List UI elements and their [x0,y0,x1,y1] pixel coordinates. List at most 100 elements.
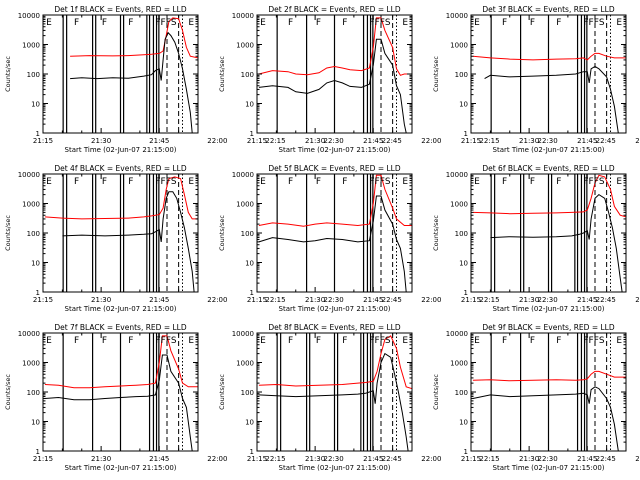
events-series-line [44,354,193,451]
state-label: E [188,336,194,346]
x-tick-label: 22:15 [265,296,285,304]
state-label: F [556,336,561,346]
state-label: FFF [155,177,171,187]
x-tick-label: 22:00 [421,296,441,304]
x-tick-label: 22:00 [207,455,227,463]
state-label: FFF [369,336,385,346]
y-tick-label: 1000 [22,42,40,50]
y-tick-label: 1000 [450,360,468,368]
y-tick-label: 100 [241,71,254,79]
x-axis-label: Start Time (02-Jun-07 21:15:00) [493,146,605,154]
panel-title: Det 4f BLACK = Events, RED = LLD [54,164,187,173]
x-tick-label: 22:00 [635,455,640,463]
panel-plot-area [62,15,198,133]
x-tick-label: 22:30 [538,137,558,145]
x-tick-label: 21:30 [91,296,111,304]
state-label: F [288,177,293,187]
x-tick-label: 22:00 [635,296,640,304]
state-label: E [46,18,52,28]
y-tick-label: 100 [455,389,468,397]
state-label: E [260,336,266,346]
y-tick-label: 1 [250,130,254,138]
state-label: S [171,336,177,346]
panel-title: Det 2f BLACK = Events, RED = LLD [268,5,401,14]
y-tick-label: 10000 [446,330,468,338]
lld-series-line [258,174,412,227]
panel-det-5: 1 10 100 1000 10000 21:15 21:30 21:45 22:00 22:15… [218,164,616,313]
state-label: F [74,336,79,346]
state-label: FFF [583,18,599,28]
y-tick-label: 10000 [232,171,254,179]
panel-det-2: 1 10 100 1000 10000 21:15 21:30 21:45 22:00 22:15… [218,5,616,154]
y-axis-label: Counts/sec [218,56,226,92]
y-tick-label: 10 [31,419,40,427]
state-label: F [102,177,107,187]
panel-plot-area [44,174,198,292]
state-label: S [171,18,177,28]
state-label: E [402,18,408,28]
x-tick-label: 22:30 [324,137,344,145]
state-label: E [402,177,408,187]
panel-det-3: 1 10 100 1000 10000 21:15 21:30 21:45 22:00 22:15… [432,5,640,154]
y-tick-label: 1 [250,289,254,297]
panel-title: Det 8f BLACK = Events, RED = LLD [268,323,401,332]
state-label: F [530,177,535,187]
x-tick-label: 21:30 [305,296,325,304]
events-series-line [258,195,407,292]
panel-det-4: 1 10 100 1000 10000 21:15 21:30 21:45 22:00 22:15… [4,164,402,313]
y-tick-label: 10 [31,101,40,109]
panel-plot-area [258,15,412,133]
state-label: S [171,177,177,187]
x-tick-label: 21:15 [247,455,267,463]
state-label: E [474,336,480,346]
state-label: S [599,336,605,346]
state-label: F [502,18,507,28]
x-tick-label: 21:45 [149,137,169,145]
x-tick-label: 22:45 [596,296,616,304]
y-tick-label: 1 [36,448,40,456]
y-tick-label: 1000 [236,42,254,50]
y-tick-label: 1 [464,130,468,138]
panel-title: Det 1f BLACK = Events, RED = LLD [54,5,187,14]
x-tick-label: 22:15 [265,137,285,145]
state-label: F [74,177,79,187]
y-tick-label: 10 [459,101,468,109]
x-tick-label: 21:30 [519,296,539,304]
state-label: F [316,336,321,346]
state-label: F [556,177,561,187]
x-tick-label: 22:45 [596,137,616,145]
state-label: S [385,177,391,187]
y-tick-label: 100 [455,230,468,238]
state-label: F [316,18,321,28]
x-tick-label: 21:45 [363,296,383,304]
y-axis-label: Counts/sec [432,215,440,251]
lld-series-line [44,335,198,389]
y-tick-label: 10000 [446,171,468,179]
y-tick-label: 10000 [232,12,254,20]
x-tick-label: 22:45 [596,455,616,463]
lld-series-line [472,370,626,382]
state-label: F [342,336,347,346]
panel-title: Det 3f BLACK = Events, RED = LLD [482,5,615,14]
state-label: S [385,18,391,28]
panel-title: Det 9f BLACK = Events, RED = LLD [482,323,615,332]
state-label: F [102,336,107,346]
state-label: F [288,18,293,28]
y-tick-label: 1 [250,448,254,456]
y-tick-label: 1000 [22,360,40,368]
y-tick-label: 1000 [236,201,254,209]
state-label: F [316,177,321,187]
x-axis-label: Start Time (02-Jun-07 21:15:00) [279,146,391,154]
state-label: F [530,336,535,346]
y-tick-label: 100 [27,230,40,238]
x-tick-label: 22:00 [207,137,227,145]
state-label: E [46,177,52,187]
x-tick-label: 22:45 [382,137,402,145]
x-tick-label: 22:45 [382,296,402,304]
y-tick-label: 100 [27,71,40,79]
events-series-line [62,191,195,292]
state-label: F [102,18,107,28]
x-tick-label: 22:15 [479,137,499,145]
x-axis-label: Start Time (02-Jun-07 21:15:00) [65,305,177,313]
state-label: F [342,18,347,28]
